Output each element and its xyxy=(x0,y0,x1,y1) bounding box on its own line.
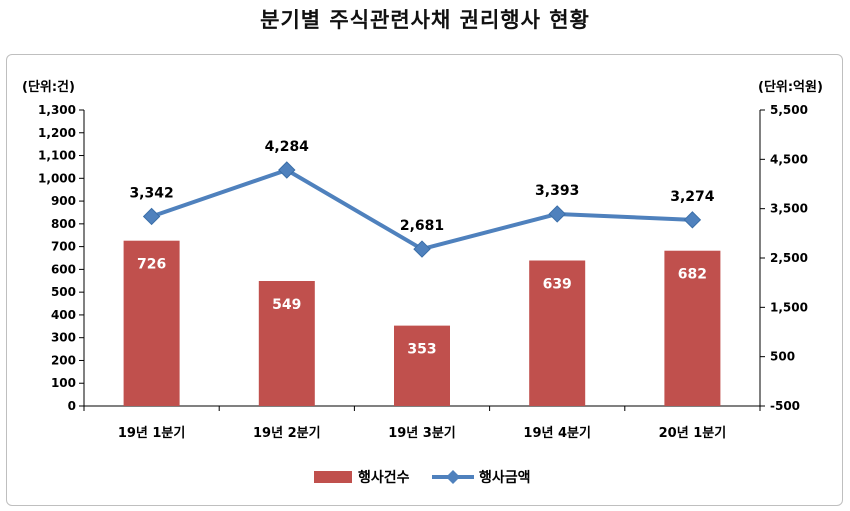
bar-3 xyxy=(394,325,450,406)
left-axis-tick-label: 500 xyxy=(51,285,76,299)
line-marker-5 xyxy=(683,211,702,229)
right-axis-tick-label: 3,500 xyxy=(770,202,808,216)
x-axis-category-label: 19년 1분기 xyxy=(118,426,186,441)
legend-swatch-bars xyxy=(314,471,352,483)
bar-value-label: 549 xyxy=(272,297,301,313)
left-axis-tick-label: 1,000 xyxy=(38,171,76,185)
line-value-label: 2,681 xyxy=(400,218,444,234)
bar-5 xyxy=(664,250,721,406)
left-axis-tick-label: 200 xyxy=(51,353,76,367)
bar-value-label: 353 xyxy=(407,342,436,358)
right-axis-tick-label: 500 xyxy=(770,350,795,364)
legend-label-line: 행사금액 xyxy=(479,469,531,486)
bar-value-label: 682 xyxy=(678,267,707,283)
line-marker-1 xyxy=(142,207,161,226)
bar-value-label: 639 xyxy=(543,277,572,293)
chart-title: 분기별 주식관련사채 권리행사 현황 xyxy=(260,8,590,32)
bar-1 xyxy=(123,240,180,406)
chart-frame xyxy=(6,54,843,506)
bar-4 xyxy=(529,260,586,406)
left-axis-tick-label: 1,200 xyxy=(38,126,76,140)
line-path xyxy=(150,167,693,252)
legend-label-bars: 행사건수 xyxy=(358,469,410,486)
left-axis-tick-label: 600 xyxy=(51,262,76,276)
left-axis-unit-label: (단위:건) xyxy=(22,79,75,95)
legend-marker-line xyxy=(446,470,460,484)
left-axis-tick-label: 700 xyxy=(51,240,76,254)
line-value-label: 3,342 xyxy=(129,185,173,201)
right-axis-tick-label: 1,500 xyxy=(770,300,808,314)
line-marker-2 xyxy=(278,161,296,179)
left-axis-tick-label: 1,100 xyxy=(38,149,76,163)
x-axis-category-label: 19년 4분기 xyxy=(523,426,591,441)
line-value-label: 4,284 xyxy=(265,139,310,155)
bar-value-label: 726 xyxy=(137,257,166,273)
bar-2 xyxy=(258,280,315,406)
left-axis-tick-label: 0 xyxy=(68,399,76,413)
line-series: 3,342 4,284 2,681 3,393 3,274 xyxy=(129,139,715,258)
line-marker-4 xyxy=(548,205,566,223)
right-axis-unit-label: (단위:억원) xyxy=(758,79,823,95)
left-axis-tick-label: 100 xyxy=(51,376,76,390)
left-axis-tick-label: 900 xyxy=(51,194,76,208)
x-axis-category-label: 19년 2분기 xyxy=(253,426,321,441)
line-marker-3 xyxy=(413,240,431,258)
x-axis-category-label: 20년 1분기 xyxy=(659,426,727,441)
axes: 0 100 200 300 400 500 600 700 800 900 1,000 1,100 1,… xyxy=(38,103,808,441)
left-axis-tick-label: 400 xyxy=(51,308,76,322)
right-axis-tick-label: 4,500 xyxy=(770,152,808,166)
left-axis-tick-label: 1,300 xyxy=(38,103,76,117)
right-axis-tick-label: 5,500 xyxy=(770,103,808,117)
left-axis-tick-label: 300 xyxy=(51,331,76,345)
bar-series: 726 549 353 639 682 xyxy=(123,240,721,406)
line-value-label: 3,274 xyxy=(670,189,715,205)
left-axis-tick-label: 800 xyxy=(51,217,76,231)
line-value-label: 3,393 xyxy=(535,183,579,199)
right-axis-tick-label: -500 xyxy=(770,399,800,413)
right-axis-tick-label: 2,500 xyxy=(770,251,808,265)
legend: 행사건수 행사금액 xyxy=(314,469,531,486)
x-axis-category-label: 19년 3분기 xyxy=(388,426,456,441)
